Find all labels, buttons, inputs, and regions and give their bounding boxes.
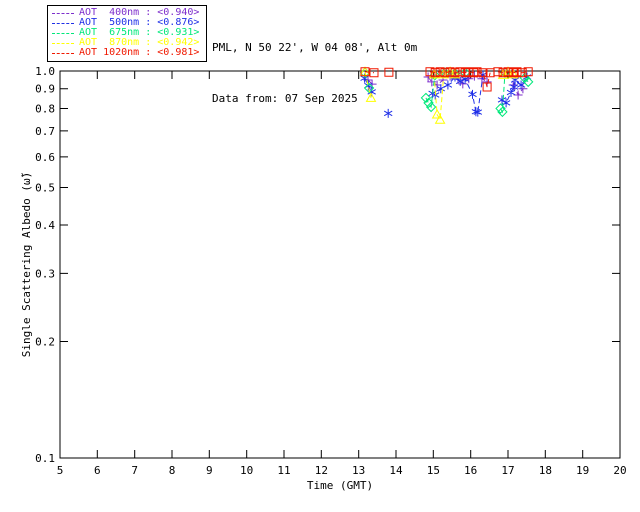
legend-entry-aot-870nm: AOT 870nm : <0.942> [52, 38, 202, 48]
site-title: PML, N 50 22', W 04 08', Alt 0m [212, 41, 418, 54]
x-tick-label: 8 [169, 464, 176, 477]
y-tick-label: 0.4 [35, 219, 55, 232]
series-line [425, 72, 466, 109]
legend-dash-icon [52, 32, 74, 34]
x-tick-label: 12 [315, 464, 328, 477]
date-subtitle: Data from: 07 Sep 2025 [212, 92, 358, 105]
x-tick-label: 6 [94, 464, 101, 477]
series-line [500, 72, 506, 114]
y-tick-label: 0.2 [35, 336, 55, 349]
x-tick-label: 13 [352, 464, 365, 477]
x-tick-label: 7 [131, 464, 138, 477]
x-tick-label: 17 [501, 464, 514, 477]
y-tick-label: 0.6 [35, 151, 55, 164]
legend-entry-aot-1020nm: AOT 1020nm : <0.981> [52, 48, 202, 58]
axis-ticks [59, 70, 621, 459]
series-markers [360, 67, 533, 92]
legend-label: AOT 500nm : <0.876> [79, 17, 200, 28]
x-tick-label: 18 [539, 464, 552, 477]
legend-dash-icon [52, 22, 74, 24]
x-axis-title: Time (GMT) [307, 479, 373, 492]
x-tick-label: 9 [206, 464, 213, 477]
series-aot-500nm [360, 70, 532, 118]
legend-dash-icon [52, 12, 74, 14]
x-tick-label: 11 [277, 464, 290, 477]
legend-entry-aot-500nm: AOT 500nm : <0.876> [52, 18, 202, 28]
y-axis-title: Single Scattering Albedo (ω̃) [20, 172, 33, 357]
y-tick-label: 0.9 [35, 83, 55, 96]
plot-header: PML, N 50 22', W 04 08', Alt 0m Data fro… [212, 5, 417, 141]
x-tick-label: 5 [57, 464, 64, 477]
legend-dash-icon [52, 42, 74, 44]
y-tick-label: 0.1 [35, 452, 55, 465]
legend-entry-aot-400nm: AOT 400nm : <0.940> [52, 8, 202, 18]
x-tick-label: 15 [427, 464, 440, 477]
plot-frame [59, 70, 621, 459]
legend-box: AOT 400nm : <0.940> AOT 500nm : <0.876> … [47, 5, 207, 62]
legend-label: AOT 675nm : <0.931> [79, 27, 200, 38]
x-tick-label: 19 [576, 464, 589, 477]
y-tick-label: 0.8 [35, 103, 55, 116]
legend-label: AOT 400nm : <0.940> [79, 7, 200, 18]
series-line [524, 77, 529, 83]
y-tick-label: 0.3 [35, 267, 55, 280]
x-tick-label: 20 [613, 464, 626, 477]
legend-label: AOT 870nm : <0.942> [79, 37, 200, 48]
legend-label: AOT 1020nm : <0.981> [79, 47, 200, 58]
series-line [497, 71, 529, 74]
y-tick-label: 0.5 [35, 181, 55, 194]
y-tick-label: 1.0 [35, 65, 55, 78]
x-tick-label: 14 [389, 464, 403, 477]
x-tick-label: 16 [464, 464, 477, 477]
x-tick-label: 10 [240, 464, 253, 477]
series-aot-1020nm [360, 67, 533, 92]
legend-entry-aot-675nm: AOT 675nm : <0.931> [52, 28, 202, 38]
y-tick-label: 0.7 [35, 125, 55, 138]
legend-dash-icon [52, 52, 74, 54]
